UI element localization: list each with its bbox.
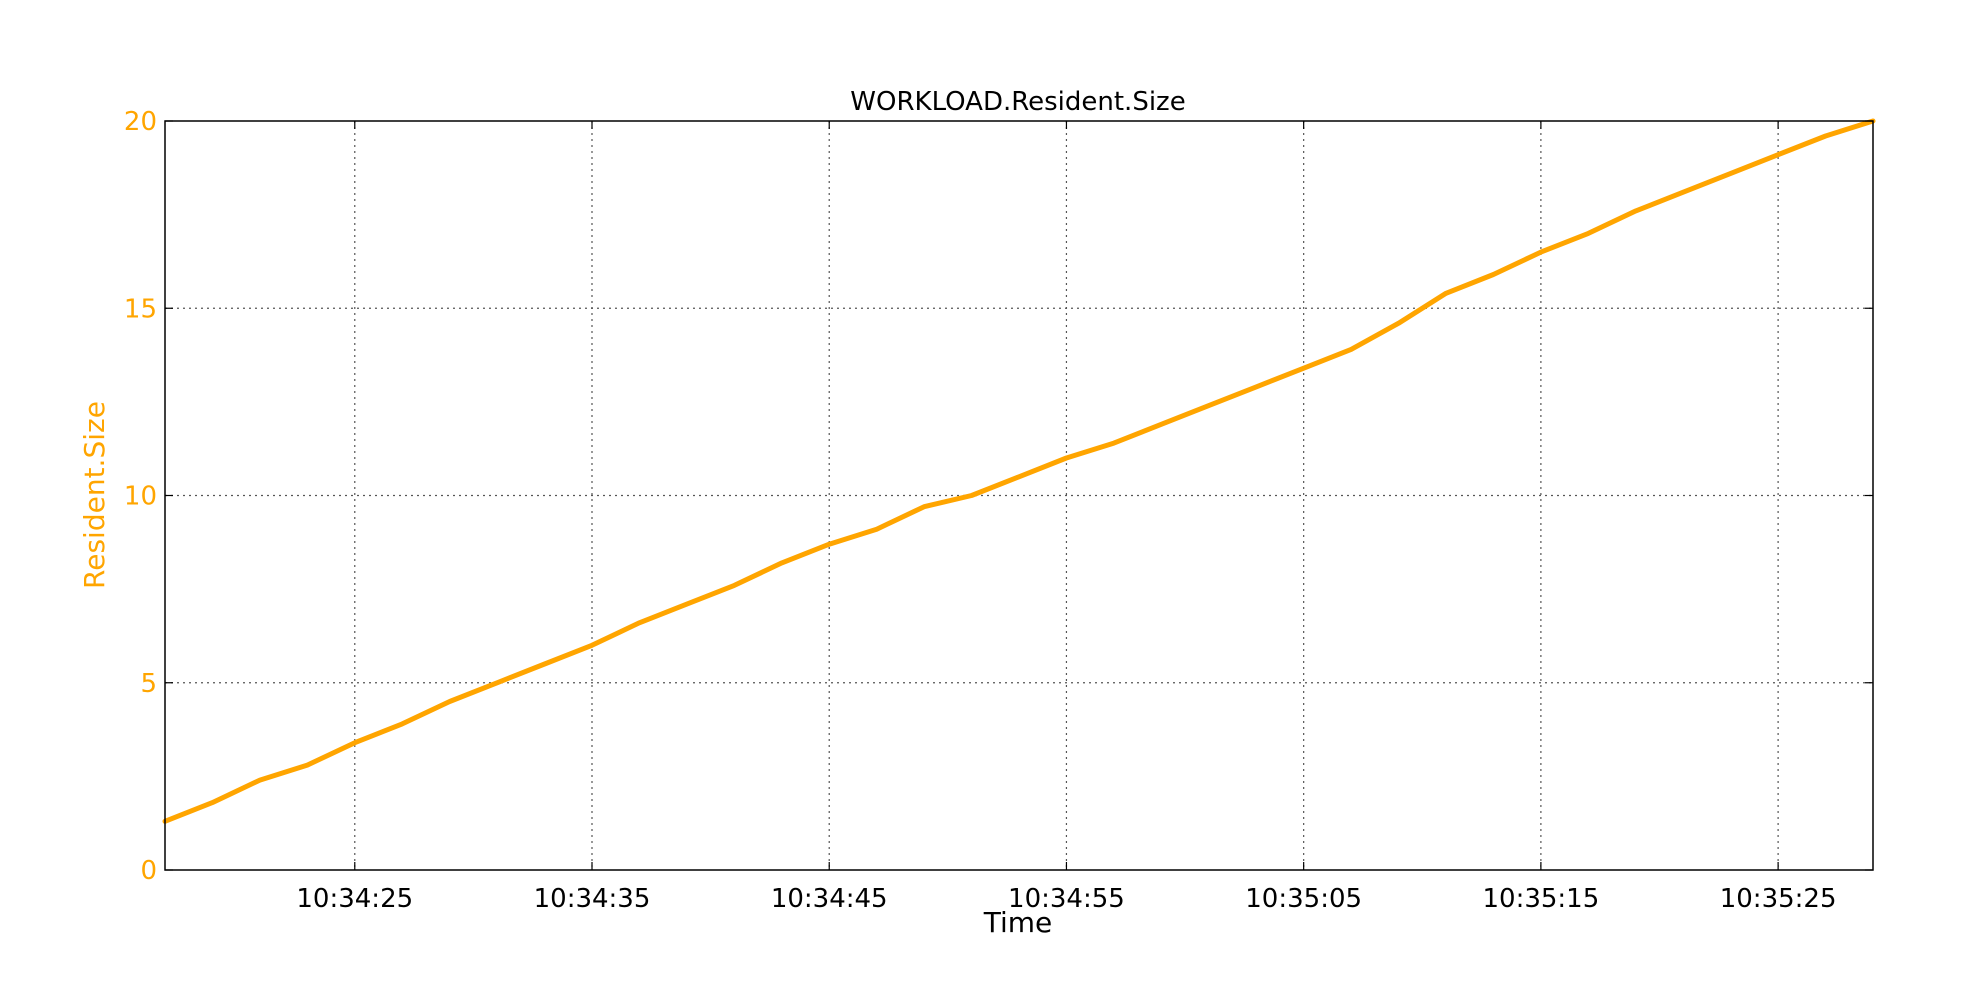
x-tick-label: 10:34:45 bbox=[771, 884, 888, 914]
grid-lines bbox=[165, 121, 1873, 870]
x-tick-label: 10:34:55 bbox=[1008, 884, 1125, 914]
x-tick-label: 10:34:35 bbox=[534, 884, 651, 914]
y-axis-ticks: 0 5 10 15 20 bbox=[124, 107, 1873, 886]
y-tick-label: 10 bbox=[124, 482, 157, 512]
x-tick-label: 10:35:25 bbox=[1720, 884, 1837, 914]
x-tick-label: 10:34:25 bbox=[296, 884, 413, 914]
x-tick-label: 10:35:15 bbox=[1482, 884, 1599, 914]
plot-frame bbox=[164, 120, 1874, 871]
chart-title: WORKLOAD.Resident.Size bbox=[850, 87, 1185, 117]
y-tick-label: 0 bbox=[140, 856, 157, 886]
series-layer bbox=[162, 118, 1876, 824]
x-tick-label: 10:35:05 bbox=[1245, 884, 1362, 914]
y-tick-label: 5 bbox=[140, 669, 157, 699]
x-axis-ticks: 10:34:25 10:34:35 10:34:45 10:34:55 10:35:05… bbox=[296, 121, 1837, 914]
y-tick-label: 20 bbox=[124, 107, 157, 137]
x-axis-label: Time bbox=[983, 906, 1053, 939]
series-line-0 bbox=[162, 118, 1876, 824]
y-tick-label: 15 bbox=[124, 294, 157, 324]
y-axis-label: Resident.Size bbox=[78, 401, 111, 589]
